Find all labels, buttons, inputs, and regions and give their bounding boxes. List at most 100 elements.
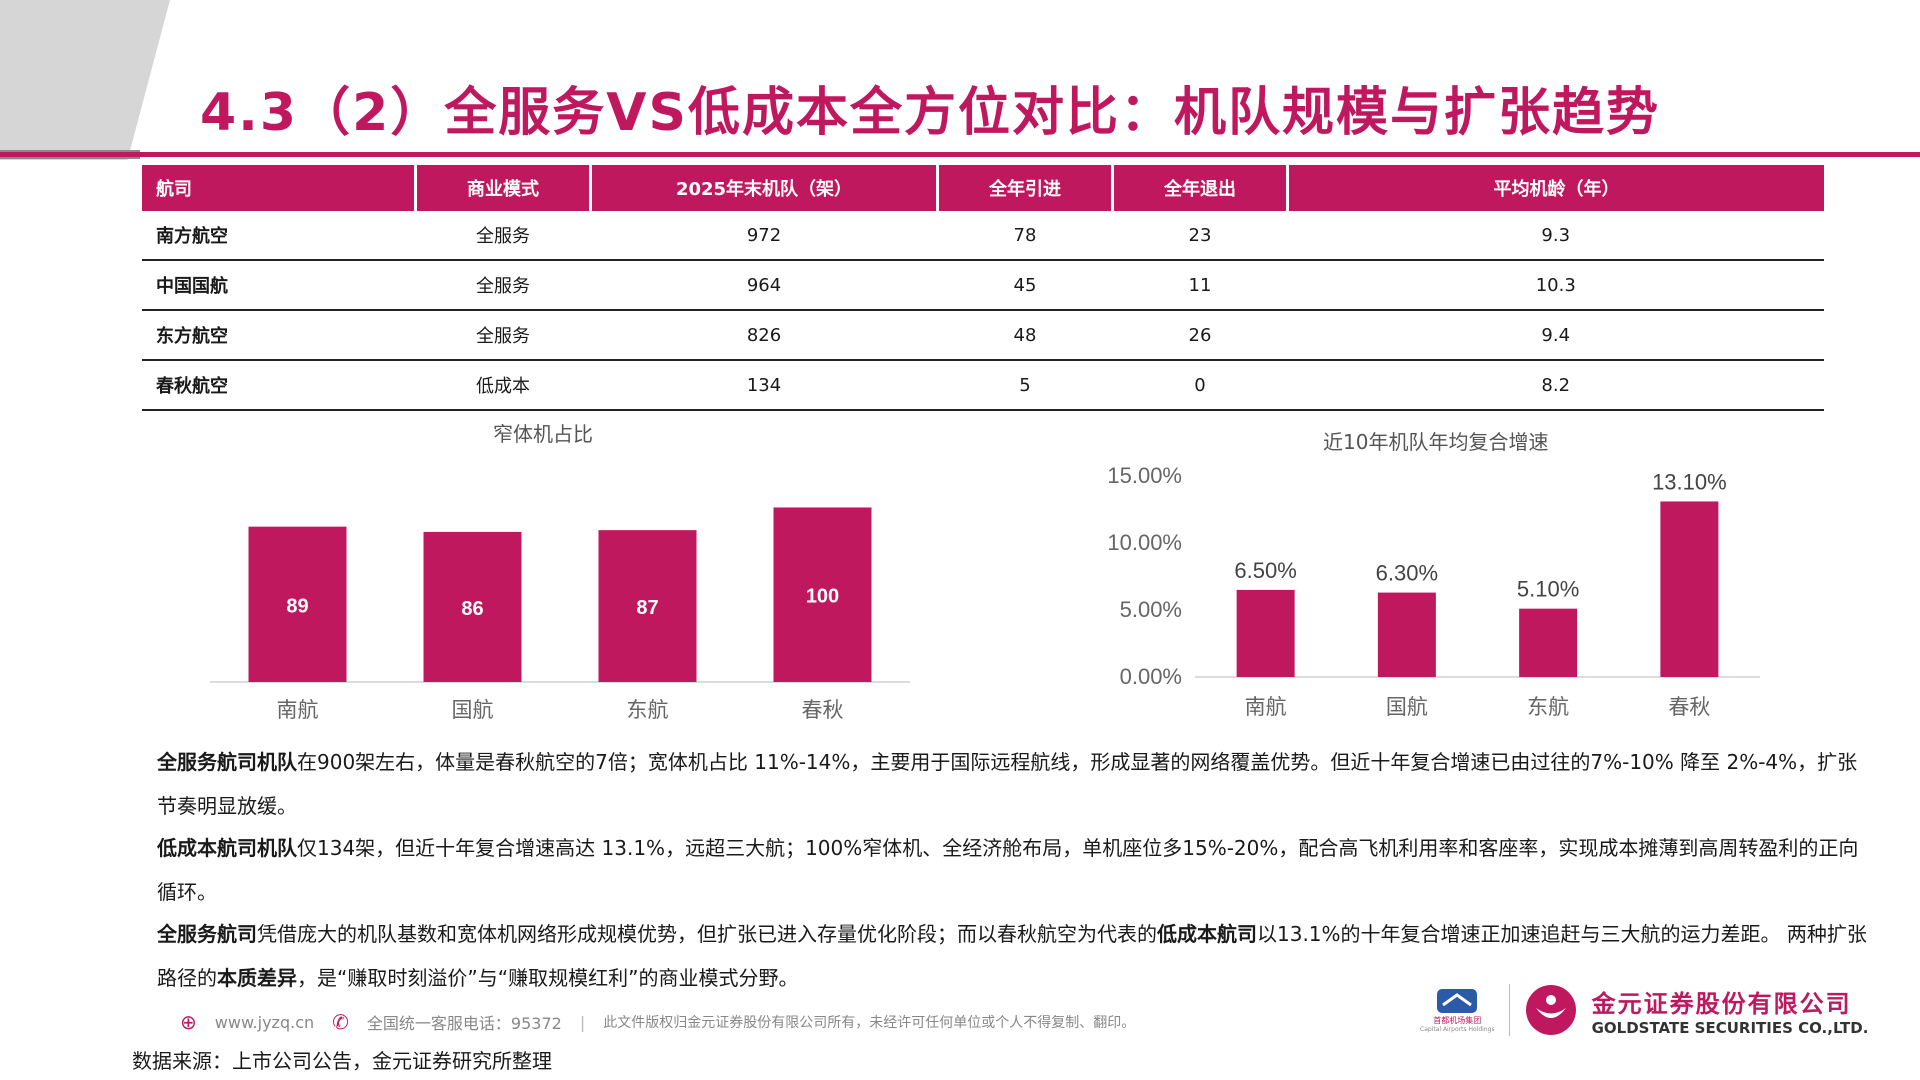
header-rule [0, 152, 1920, 157]
cell-intake: 5 [937, 360, 1113, 411]
bar [1519, 608, 1578, 677]
x-tick-label: 国航 [452, 698, 494, 722]
bar-value-label: 89 [286, 595, 308, 617]
bar [773, 507, 872, 682]
header-annual-exit: 全年退出 [1112, 165, 1289, 211]
bar [248, 526, 347, 682]
x-tick-label: 南航 [277, 698, 319, 722]
footer-site[interactable]: www.jyzq.cn [214, 1012, 315, 1032]
cell-exit: 0 [1112, 360, 1288, 411]
bar-value-label: 87 [636, 597, 658, 619]
cell-fleet: 134 [590, 360, 938, 411]
chart-narrowbody-share: 89 南航 86 国航 87 东航 100 春秋 [210, 507, 910, 722]
header-annual-intake: 全年引进 [937, 165, 1114, 211]
table-row: 东方航空 全服务 826 48 26 9.4 [142, 310, 1824, 361]
footer-copyright: 此文件版权归金元证券股份有限公司所有，未经许可任何单位或个人不得复制、翻印。 [603, 1015, 1136, 1031]
x-tick-label: 南航 [1245, 695, 1287, 719]
logo-area: 首都机场集团 Capital Airports Holdings 金元证券股份有… [1420, 980, 1868, 1040]
paragraph-low-cost: 低成本航司机队仅134架，但近十年复合增速高达 13.1%，远超三大航；100%… [157, 826, 1877, 914]
y-tick-label: 0.00% [1120, 664, 1182, 689]
cell-fleet: 964 [590, 260, 938, 311]
bar-value-label: 6.30% [1376, 561, 1438, 586]
data-source: 数据来源：上市公司公告，金元证券研究所整理 [132, 1049, 552, 1073]
bar-value-label: 86 [461, 598, 483, 620]
cell-exit: 11 [1112, 260, 1288, 311]
cell-model: 全服务 [415, 310, 591, 361]
para-bold: 低成本航司 [1157, 922, 1257, 946]
x-tick-label: 春秋 [802, 698, 844, 722]
para-text: 在900架左右，体量是春秋航空的7倍；宽体机占比 11%-14%，主要用于国际远… [157, 750, 1858, 818]
para-text: 凭借庞大的机队基数和宽体机网络形成规模优势，但扩张已进入存量优化阶段；而以春秋航… [257, 922, 1157, 946]
chart-title-narrowbody: 窄体机占比 [493, 422, 593, 446]
cell-airline: 中国国航 [142, 260, 416, 311]
phone-icon: ✆ [332, 1010, 349, 1034]
x-tick-label: 东航 [627, 698, 669, 722]
footer-hotline: 全国统一客服电话：95372 [366, 1014, 562, 1033]
bar-value-label: 100 [806, 586, 839, 608]
table-row: 中国国航 全服务 964 45 11 10.3 [142, 260, 1824, 311]
table-row: 春秋航空 低成本 134 5 0 8.2 [142, 360, 1824, 411]
chart-fleet-cagr: 0.00% 5.00% 10.00% 15.00% 6.50% 南航 6.30% 国航 5.10… [1107, 463, 1760, 719]
para-bold: 全服务航司 [157, 922, 257, 946]
bar-value-label: 6.50% [1234, 558, 1296, 583]
cell-exit: 23 [1112, 211, 1288, 261]
goldstate-logo-icon [1525, 985, 1576, 1035]
fleet-table: 航司 商业模式 2025年末机队（架） 全年引进 全年退出 平均机龄（年） 南方… [142, 165, 1824, 411]
cell-fleet: 826 [590, 310, 938, 361]
bar [423, 531, 522, 682]
para-bold: 全服务航司机队 [157, 750, 297, 774]
footer-divider: | [579, 1012, 586, 1032]
logo-divider [1508, 984, 1510, 1036]
capital-airports-logo: 首都机场集团 Capital Airports Holdings [1420, 987, 1495, 1033]
cell-model: 全服务 [415, 260, 591, 311]
corner-decoration [0, 0, 170, 160]
header-average-age: 平均机龄（年） [1287, 165, 1824, 211]
cell-age: 9.3 [1287, 211, 1824, 261]
group-name-cn: 首都机场集团 [1433, 1016, 1482, 1025]
cell-exit: 26 [1112, 310, 1288, 361]
bar [1660, 501, 1719, 677]
cell-fleet: 972 [590, 211, 938, 261]
globe-icon: ⊕ [180, 1010, 197, 1034]
header-fleet-2025: 2025年末机队（架） [590, 165, 939, 211]
paragraph-full-service: 全服务航司机队在900架左右，体量是春秋航空的7倍；宽体机占比 11%-14%，… [157, 740, 1877, 828]
para-text: 以13.1%的十年复合增速正加速追赶与三大航的运力差距。 两种扩张路径的 [157, 922, 1867, 990]
cell-age: 10.3 [1287, 260, 1824, 311]
x-tick-label: 春秋 [1668, 695, 1710, 719]
company-name-cn: 金元证券股份有限公司 [1591, 989, 1852, 1018]
cell-model: 全服务 [415, 211, 591, 261]
bar [1236, 589, 1295, 677]
table-header-row: 航司 商业模式 2025年末机队（架） 全年引进 全年退出 平均机龄（年） [142, 165, 1824, 211]
cell-intake: 48 [937, 310, 1113, 361]
cell-intake: 78 [937, 211, 1113, 261]
bar [598, 530, 697, 682]
cell-airline: 南方航空 [142, 211, 416, 261]
y-tick-label: 10.00% [1107, 530, 1182, 555]
x-tick-label: 东航 [1527, 695, 1569, 719]
goldstate-wordmark: 金元证券股份有限公司 GOLDSTATE SECURITIES CO.,LTD. [1592, 984, 1869, 1037]
group-name-en: Capital Airports Holdings [1420, 1026, 1495, 1033]
company-name-en: GOLDSTATE SECURITIES CO.,LTD. [1591, 1018, 1869, 1037]
cell-airline: 春秋航空 [142, 360, 416, 411]
cell-model: 低成本 [415, 360, 591, 411]
header-airline: 航司 [142, 165, 417, 211]
para-text: ，是“赚取时刻溢价”与“赚取规模红利”的商业模式分野。 [297, 966, 799, 990]
header-business-model: 商业模式 [415, 165, 592, 211]
cell-intake: 45 [937, 260, 1113, 311]
para-text: 仅134架，但近十年复合增速高达 13.1%，远超三大航；100%窄体机、全经济… [157, 836, 1859, 904]
x-tick-label: 国航 [1386, 695, 1428, 719]
page-title: 4.3（2）全服务VS低成本全方位对比：机队规模与扩张趋势 [200, 83, 1660, 143]
para-bold: 低成本航司机队 [157, 836, 297, 860]
bar-value-label: 5.10% [1517, 577, 1579, 602]
y-tick-label: 15.00% [1107, 463, 1182, 488]
footer: ⊕ www.jyzq.cn ✆ 全国统一客服电话：95372 | 此文件版权归金… [180, 1010, 1135, 1034]
table-row: 南方航空 全服务 972 78 23 9.3 [142, 211, 1824, 261]
cell-age: 8.2 [1287, 360, 1824, 411]
chart-title-cagr: 近10年机队年均复合增速 [1323, 430, 1549, 454]
paragraph-comparison: 全服务航司凭借庞大的机队基数和宽体机网络形成规模优势，但扩张已进入存量优化阶段；… [157, 912, 1877, 1000]
capital-airports-icon [1437, 989, 1478, 1013]
y-tick-label: 5.00% [1120, 597, 1182, 622]
cell-age: 9.4 [1287, 310, 1824, 361]
bar [1377, 592, 1436, 677]
para-bold: 本质差异 [217, 966, 297, 990]
